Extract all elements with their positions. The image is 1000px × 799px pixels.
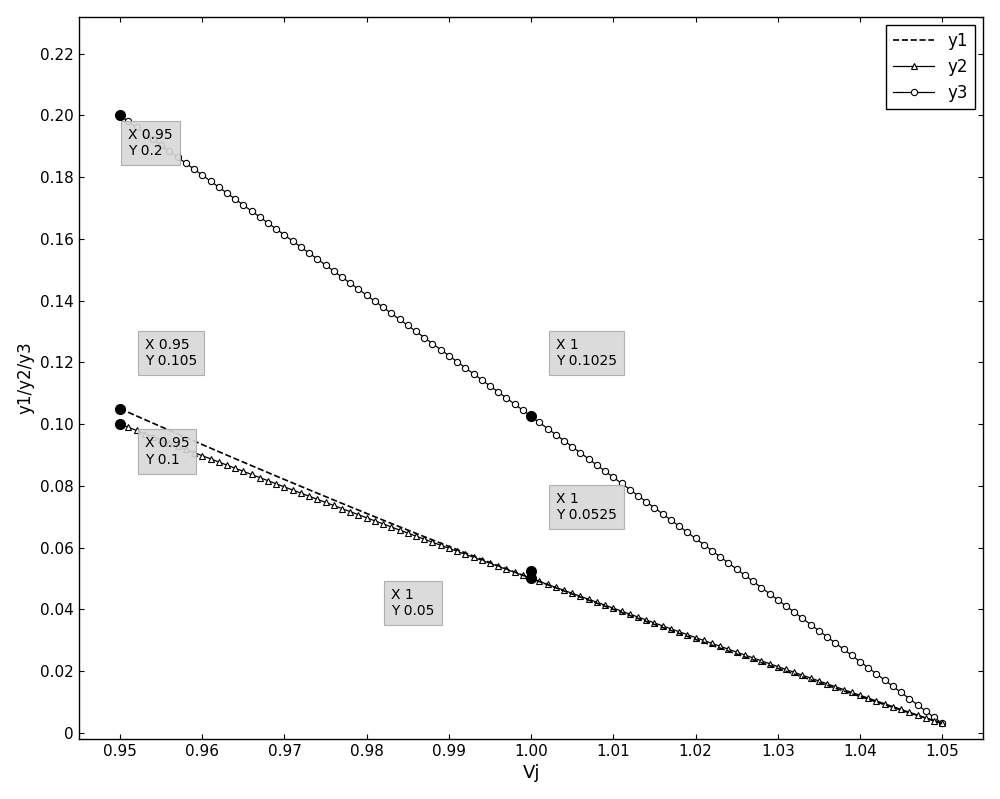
Legend: y1, y2, y3: y1, y2, y3 [886, 25, 975, 109]
y1 [172, 429, 184, 439]
y3 [690, 534, 702, 543]
Line: y3: y3 [117, 113, 945, 726]
y3 [172, 153, 184, 162]
y1 [607, 605, 619, 614]
X-axis label: Vj: Vj [522, 765, 540, 782]
y2 [320, 498, 332, 507]
Line: y2: y2 [117, 421, 945, 726]
Text: X 0.95
Y 0.105: X 0.95 Y 0.105 [145, 338, 197, 368]
Text: X 1
Y 0.0525: X 1 Y 0.0525 [556, 492, 617, 523]
y2 [114, 419, 126, 429]
Text: X 1
Y 0.05: X 1 Y 0.05 [391, 588, 435, 618]
y2 [936, 718, 948, 728]
y1 [320, 492, 332, 502]
y1 [690, 634, 702, 644]
y3 [320, 260, 332, 270]
y2 [172, 442, 184, 451]
y2 [607, 603, 619, 613]
y2 [690, 633, 702, 642]
y1 [936, 718, 948, 728]
y2 [492, 562, 504, 571]
y3 [731, 564, 743, 574]
Line: y1: y1 [120, 408, 942, 723]
y3 [936, 718, 948, 728]
y3 [492, 388, 504, 397]
y1 [114, 403, 126, 413]
y3 [114, 110, 126, 120]
y3 [607, 472, 619, 482]
Text: X 0.95
Y 0.1: X 0.95 Y 0.1 [145, 436, 189, 467]
y1 [731, 650, 743, 659]
Text: X 0.95
Y 0.2: X 0.95 Y 0.2 [128, 128, 173, 158]
y2 [731, 647, 743, 657]
Text: X 1
Y 0.1025: X 1 Y 0.1025 [556, 338, 617, 368]
Y-axis label: y1/y2/y3: y1/y2/y3 [17, 341, 35, 414]
y1 [492, 561, 504, 570]
